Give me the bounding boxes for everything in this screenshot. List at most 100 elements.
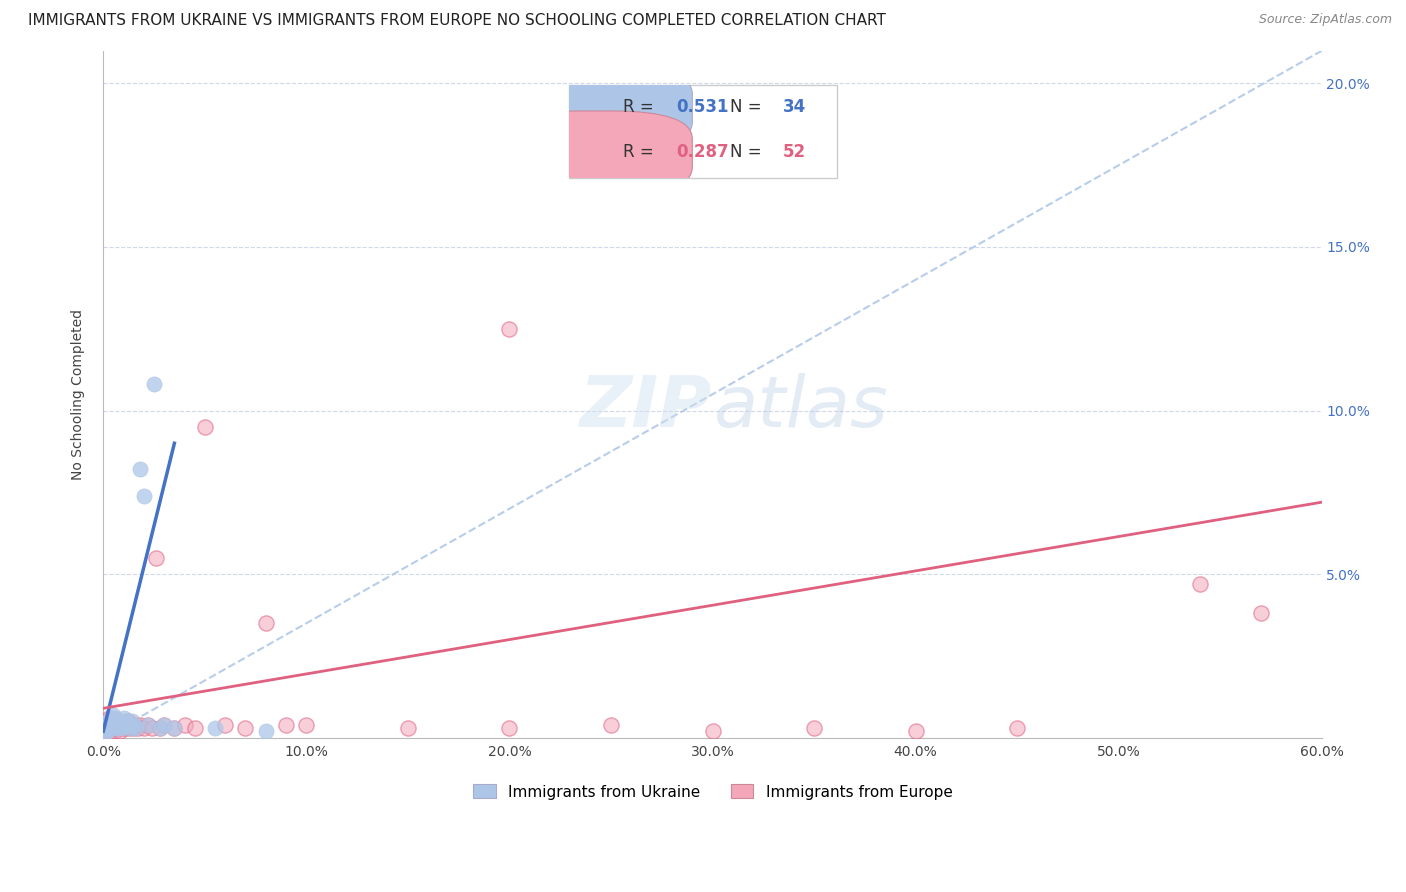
Point xyxy=(204,721,226,735)
Point xyxy=(118,721,141,735)
Point xyxy=(107,714,129,729)
Point xyxy=(107,714,129,729)
Point xyxy=(498,721,520,735)
Point xyxy=(254,724,277,739)
FancyBboxPatch shape xyxy=(501,66,692,150)
Point xyxy=(91,721,114,735)
Point xyxy=(103,721,125,735)
Point xyxy=(108,714,131,729)
Point xyxy=(98,711,121,725)
Text: Source: ZipAtlas.com: Source: ZipAtlas.com xyxy=(1258,13,1392,27)
Point xyxy=(98,714,121,729)
Point xyxy=(96,717,118,731)
Point xyxy=(94,724,117,739)
Point xyxy=(114,721,136,735)
Text: R =: R = xyxy=(623,144,659,161)
Point xyxy=(125,721,148,735)
Text: N =: N = xyxy=(730,144,766,161)
Point xyxy=(117,717,139,731)
Point xyxy=(118,721,141,735)
Point xyxy=(94,717,117,731)
Point xyxy=(112,717,135,731)
Point xyxy=(163,721,186,735)
Point xyxy=(104,717,127,731)
Point xyxy=(904,724,927,739)
Point xyxy=(194,420,217,434)
Text: 0.531: 0.531 xyxy=(676,98,728,116)
Point xyxy=(125,717,148,731)
Point xyxy=(91,721,114,735)
Point xyxy=(702,724,724,739)
Text: 52: 52 xyxy=(783,144,806,161)
Point xyxy=(98,721,121,735)
Point xyxy=(114,714,136,729)
Point xyxy=(128,717,150,731)
Point xyxy=(141,721,163,735)
Text: IMMIGRANTS FROM UKRAINE VS IMMIGRANTS FROM EUROPE NO SCHOOLING COMPLETED CORRELA: IMMIGRANTS FROM UKRAINE VS IMMIGRANTS FR… xyxy=(28,13,886,29)
Point xyxy=(132,489,155,503)
Point xyxy=(98,721,121,735)
Point xyxy=(108,717,131,731)
Point xyxy=(100,724,122,739)
Point xyxy=(104,724,127,739)
Point xyxy=(110,721,132,735)
Text: 34: 34 xyxy=(783,98,807,116)
Point xyxy=(108,717,131,731)
Point xyxy=(100,711,122,725)
Point xyxy=(143,377,166,392)
Text: atlas: atlas xyxy=(713,374,887,442)
Point xyxy=(214,717,236,731)
Point xyxy=(121,714,143,729)
Point xyxy=(1250,607,1272,621)
Point xyxy=(104,711,127,725)
Point xyxy=(117,714,139,729)
Point xyxy=(149,721,172,735)
Point xyxy=(100,717,122,731)
Point xyxy=(107,721,129,735)
Point xyxy=(103,707,125,722)
Point xyxy=(96,724,118,739)
Point xyxy=(145,550,167,565)
Point xyxy=(136,717,159,731)
Point xyxy=(103,721,125,735)
Point xyxy=(122,721,145,735)
Point xyxy=(153,717,176,731)
Point xyxy=(107,721,129,735)
Point xyxy=(254,616,277,631)
Point xyxy=(128,462,150,476)
FancyBboxPatch shape xyxy=(501,111,692,195)
Text: 0.287: 0.287 xyxy=(676,144,728,161)
Point xyxy=(94,727,117,741)
Point xyxy=(183,721,205,735)
Point xyxy=(149,721,172,735)
Point xyxy=(104,717,127,731)
FancyBboxPatch shape xyxy=(569,85,837,178)
Point xyxy=(1005,721,1028,735)
Text: R =: R = xyxy=(623,98,659,116)
Point xyxy=(96,714,118,729)
Point xyxy=(96,727,118,741)
Point xyxy=(274,717,297,731)
Point xyxy=(396,721,419,735)
Point xyxy=(295,717,318,731)
Point xyxy=(132,721,155,735)
Point xyxy=(173,717,195,731)
Point xyxy=(153,717,176,731)
Point xyxy=(103,714,125,729)
Point xyxy=(163,721,186,735)
Point xyxy=(108,724,131,739)
Point xyxy=(122,717,145,731)
Point xyxy=(110,721,132,735)
Point xyxy=(1188,577,1211,591)
Point xyxy=(498,322,520,336)
Point xyxy=(112,711,135,725)
Point xyxy=(803,721,825,735)
Text: ZIP: ZIP xyxy=(581,374,713,442)
Point xyxy=(127,721,149,735)
Point xyxy=(136,717,159,731)
Text: N =: N = xyxy=(730,98,766,116)
Y-axis label: No Schooling Completed: No Schooling Completed xyxy=(72,309,86,480)
Point xyxy=(235,721,257,735)
Point xyxy=(100,717,122,731)
Point xyxy=(121,717,143,731)
